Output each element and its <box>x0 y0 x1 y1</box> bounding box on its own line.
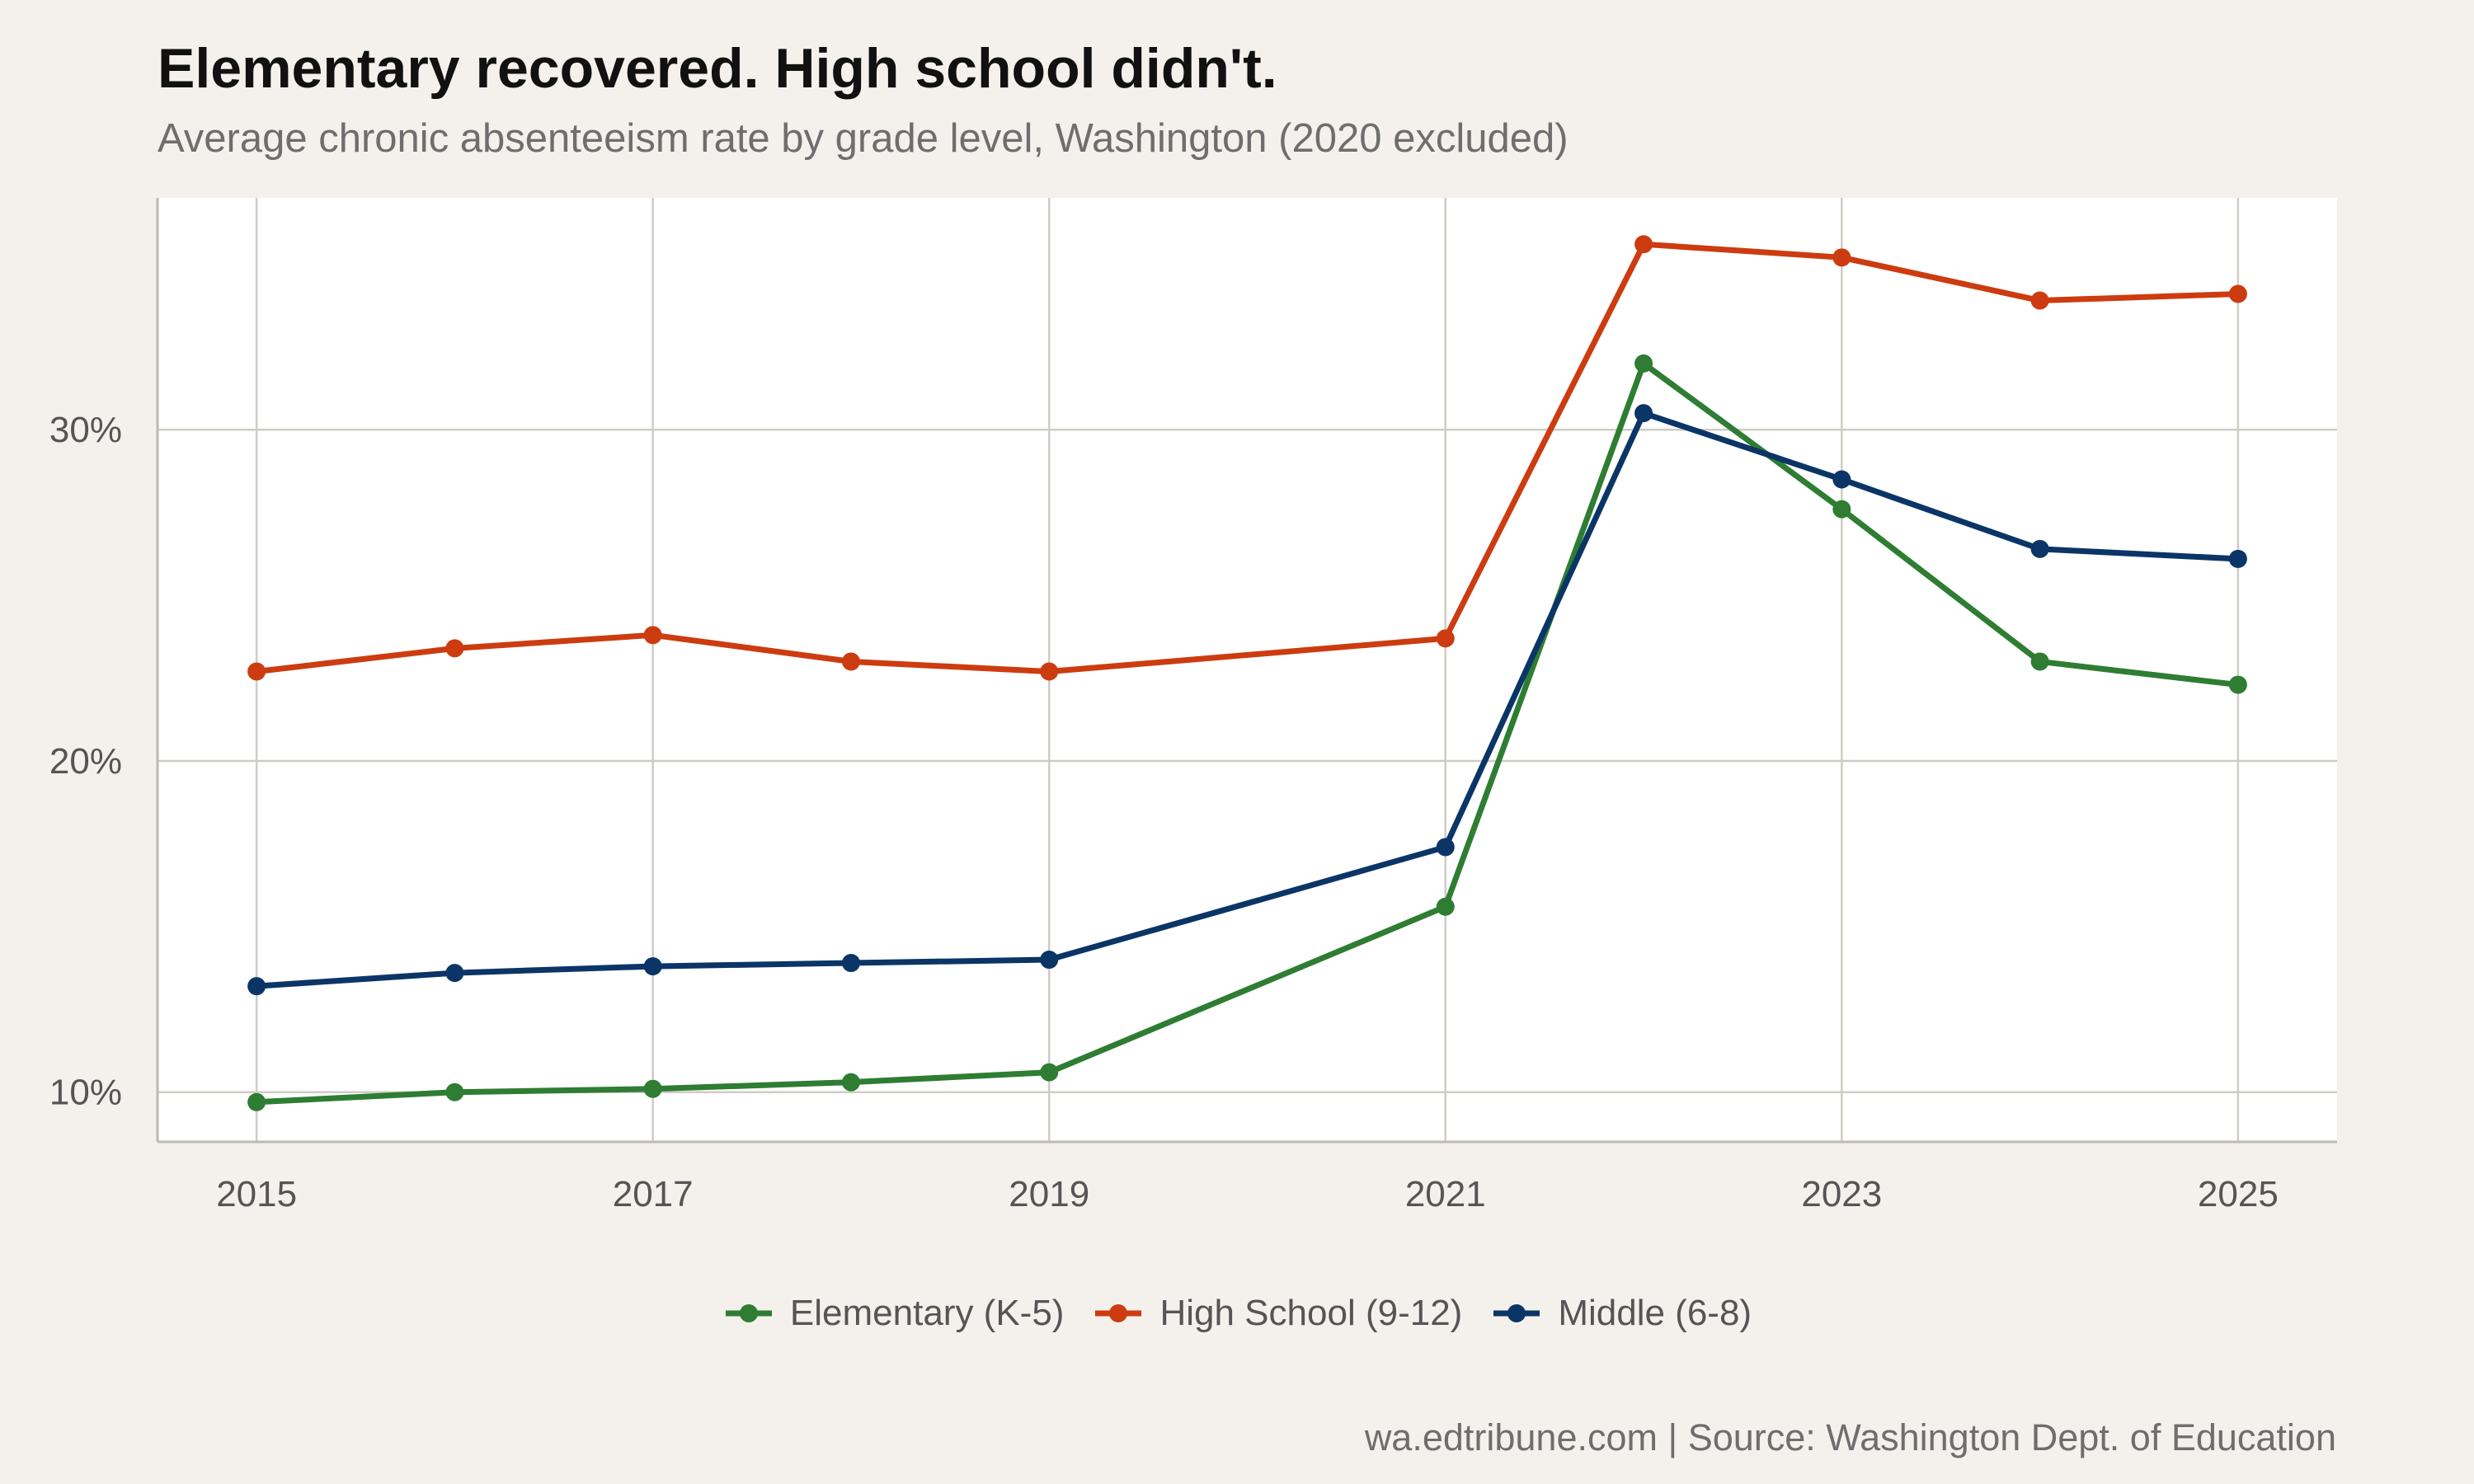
legend-label: Elementary (K-5) <box>789 1293 1065 1333</box>
source-caption: wa.edtribune.com | Source: Washington De… <box>1364 1416 2336 1458</box>
data-point <box>445 1082 464 1101</box>
legend: Elementary (K-5) High School (9-12) Middle… <box>0 1293 2474 1334</box>
data-point <box>1040 662 1059 681</box>
data-point <box>1436 629 1455 648</box>
legend-item: Elementary (K-5) <box>722 1293 1065 1334</box>
x-tick-label: 2023 <box>1801 1174 1882 1214</box>
data-point <box>1436 838 1455 857</box>
series-line <box>253 241 2241 675</box>
series-line <box>253 360 2241 1106</box>
data-point <box>247 977 266 996</box>
data-point <box>1634 354 1653 373</box>
data-point <box>1832 248 1851 267</box>
data-point <box>841 1073 860 1092</box>
chart-title: Elementary recovered. High school didn't… <box>158 37 1277 100</box>
data-point <box>445 639 464 658</box>
data-point <box>2228 549 2247 568</box>
x-tick-label: 2019 <box>1009 1174 1089 1214</box>
data-point <box>1634 235 1653 254</box>
data-point <box>2030 291 2049 310</box>
x-tick-label: 2021 <box>1405 1174 1486 1214</box>
chart-subtitle: Average chronic absenteeism rate by grad… <box>158 116 1569 161</box>
series-1 <box>247 354 2247 1111</box>
axes <box>156 198 2337 1144</box>
x-tick-label: 2017 <box>613 1174 694 1214</box>
x-tick-label: 2025 <box>2198 1174 2279 1214</box>
series-2 <box>247 235 2247 681</box>
data-point <box>643 957 662 976</box>
series-3 <box>247 404 2247 996</box>
series-line <box>253 410 2241 989</box>
x-tick-label: 2015 <box>216 1174 297 1214</box>
data-point <box>1040 951 1059 970</box>
y-tick-label: 10% <box>49 1073 122 1113</box>
legend-key-icon <box>1095 1304 1142 1322</box>
data-point <box>2228 284 2247 303</box>
data-point <box>2228 675 2247 694</box>
legend-label: Middle (6-8) <box>1558 1293 1752 1333</box>
data-point <box>247 662 266 681</box>
legend-item: Middle (6-8) <box>1490 1293 1752 1334</box>
data-point <box>445 964 464 983</box>
data-point <box>643 1079 662 1098</box>
y-tick-label: 20% <box>49 741 122 782</box>
data-point <box>1832 500 1851 519</box>
data-point <box>1436 897 1455 916</box>
y-tick-label: 30% <box>49 410 122 450</box>
legend-item: High School (9-12) <box>1092 1293 1462 1334</box>
legend-key-icon <box>725 1304 772 1322</box>
data-point <box>2030 652 2049 671</box>
data-point <box>841 954 860 973</box>
data-point <box>1040 1063 1059 1082</box>
legend-key-icon <box>1493 1304 1540 1322</box>
data-point <box>1832 470 1851 489</box>
grid-lines <box>158 198 2337 1142</box>
data-point <box>643 626 662 645</box>
data-point <box>1634 404 1653 423</box>
series-lines <box>247 235 2247 1111</box>
data-point <box>2030 539 2049 558</box>
tick-labels: 2015 2017 2019 2021 2023 2025 10% 20% 30% <box>49 410 2279 1214</box>
data-point <box>841 652 860 671</box>
legend-label: High School (9-12) <box>1159 1293 1463 1333</box>
plot-panel <box>158 198 2337 1142</box>
data-point <box>247 1092 266 1111</box>
